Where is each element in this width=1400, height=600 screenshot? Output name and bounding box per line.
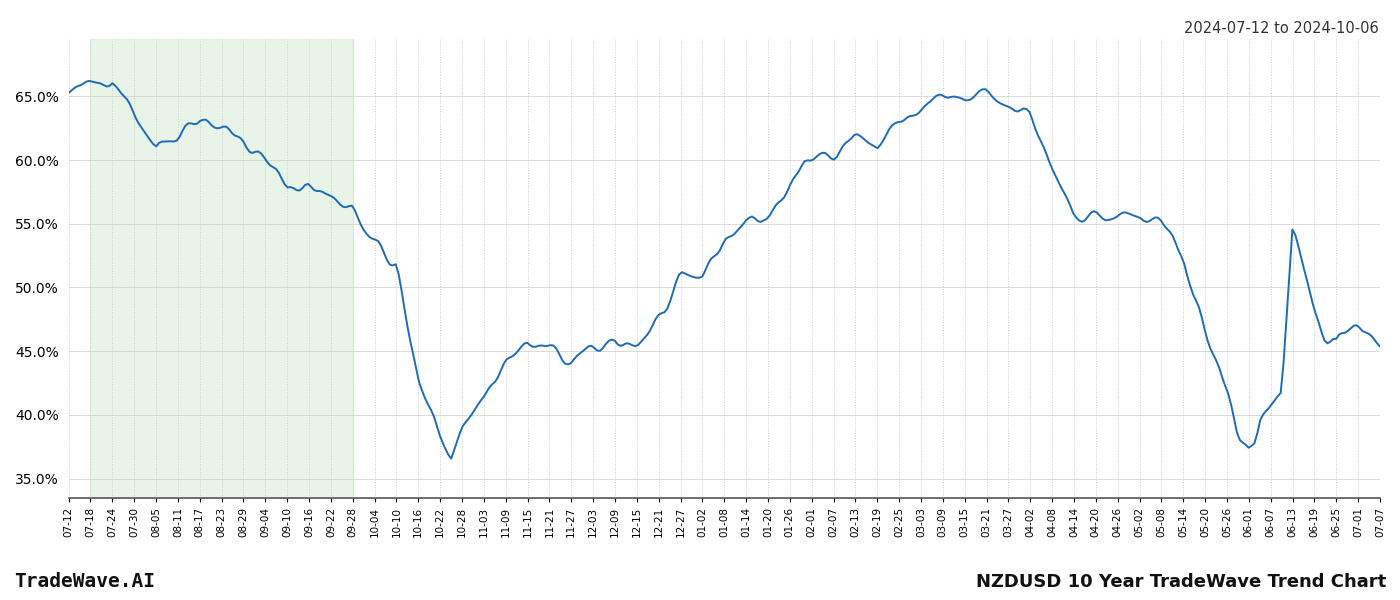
Bar	[91, 39, 353, 498]
Text: NZDUSD 10 Year TradeWave Trend Chart: NZDUSD 10 Year TradeWave Trend Chart	[976, 573, 1386, 591]
Text: 2024-07-12 to 2024-10-06: 2024-07-12 to 2024-10-06	[1184, 21, 1379, 36]
Text: TradeWave.AI: TradeWave.AI	[14, 572, 155, 591]
